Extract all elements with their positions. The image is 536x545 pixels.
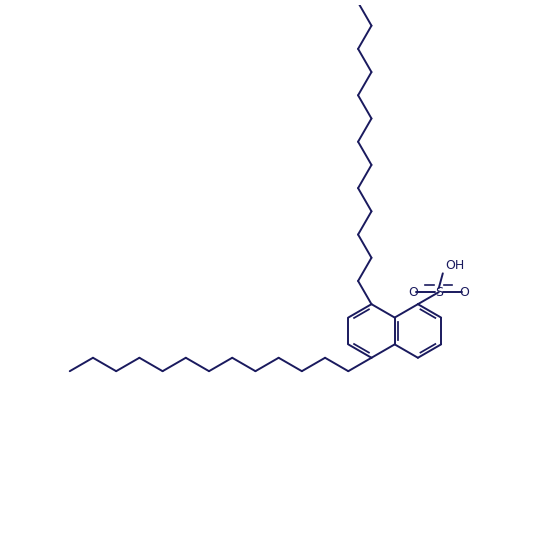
Text: S: S [435, 286, 443, 299]
Text: O: O [408, 286, 418, 299]
Text: OH: OH [445, 259, 465, 272]
Text: O: O [459, 286, 469, 299]
